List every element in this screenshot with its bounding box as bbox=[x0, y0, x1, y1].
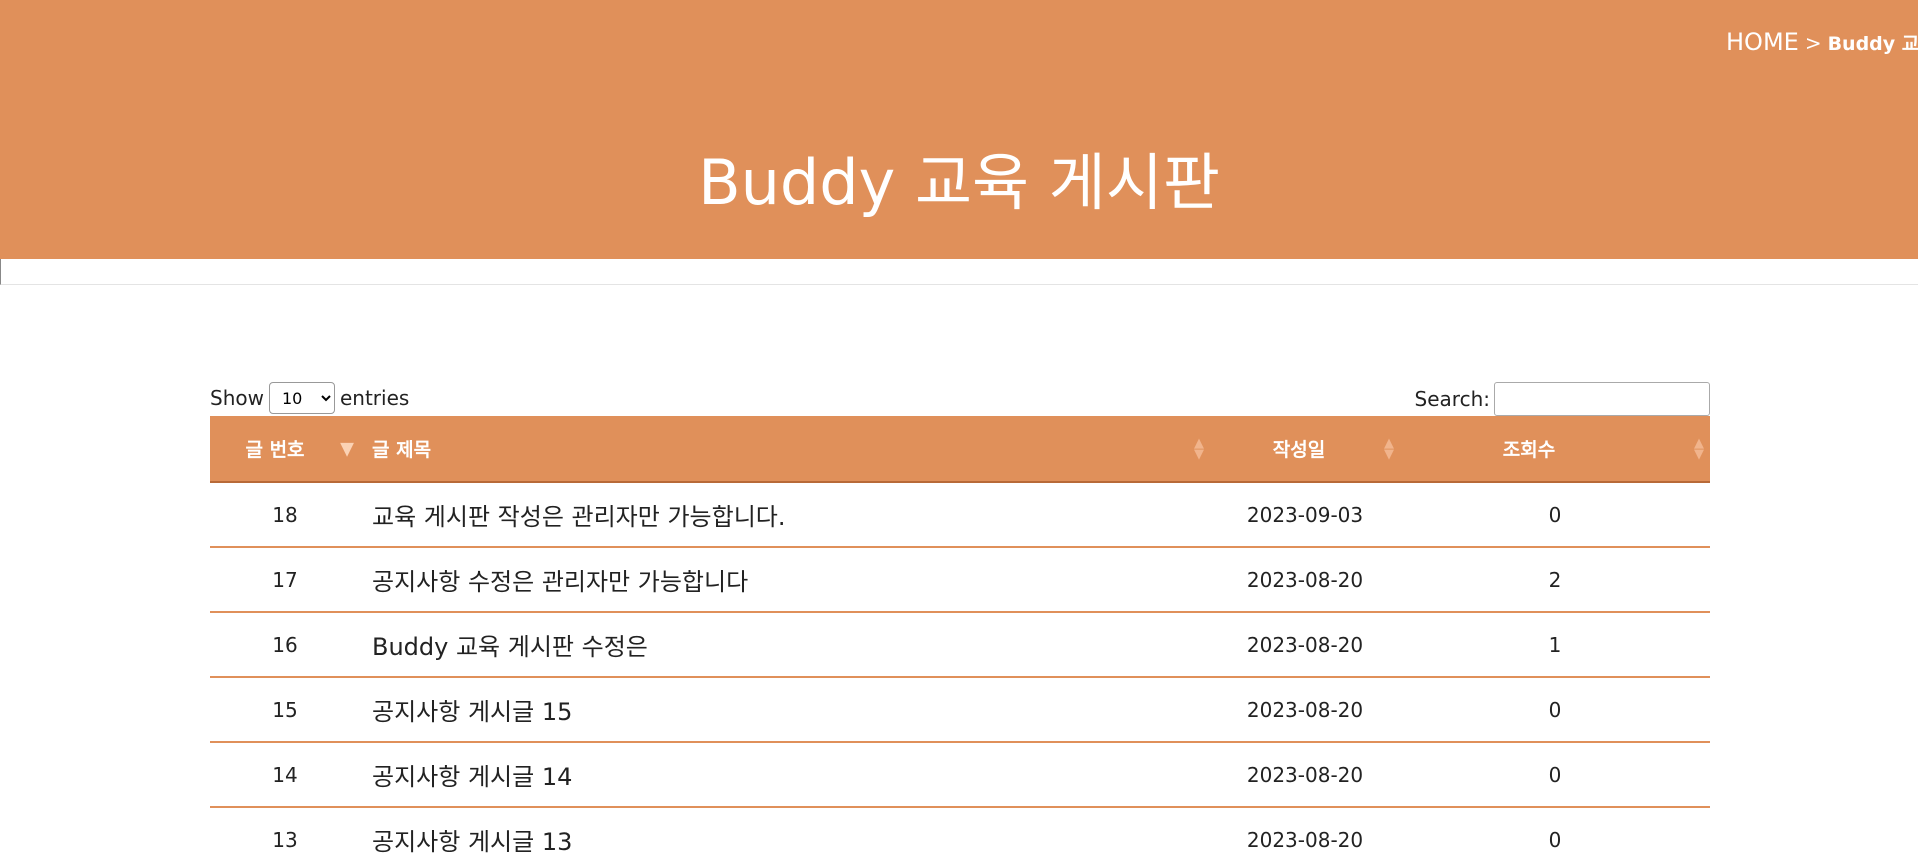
post-views-cell: 0 bbox=[1548, 827, 1562, 852]
table-row[interactable]: 18 교육 게시판 작성은 관리자만 가능합니다. 2023-09-03 0 bbox=[210, 482, 1710, 547]
table-header-row: 글 번호 ▼ 글 제목 ▲ ▼ 작성일 ▲ ▼ 조회수 ▲ ▼ bbox=[210, 416, 1710, 483]
breadcrumb: HOME > Buddy 교육 게시판 bbox=[1726, 28, 1918, 56]
post-title-link[interactable]: 교육 게시판 작성은 관리자만 가능합니다. bbox=[372, 503, 786, 531]
entries-length-control: Show 10 entries bbox=[210, 382, 409, 414]
post-number-cell: 15 bbox=[272, 697, 298, 722]
table-row[interactable]: 14 공지사항 게시글 14 2023-08-20 0 bbox=[210, 742, 1710, 807]
post-date-cell: 2023-08-20 bbox=[1246, 827, 1364, 852]
post-title-link[interactable]: Buddy 교육 게시판 수정은 bbox=[372, 633, 648, 661]
search-input[interactable] bbox=[1494, 382, 1710, 416]
post-number-cell: 17 bbox=[272, 567, 298, 592]
post-title-link[interactable]: 공지사항 게시글 15 bbox=[372, 698, 573, 726]
breadcrumb-home-link[interactable]: HOME bbox=[1726, 28, 1799, 56]
entries-select[interactable]: 10 bbox=[268, 382, 335, 414]
post-title-link[interactable]: 공지사항 게시글 13 bbox=[372, 828, 573, 856]
post-date-cell: 2023-08-20 bbox=[1246, 697, 1364, 722]
search-label: Search: bbox=[1414, 387, 1490, 411]
sort-desc-icon: ▼ bbox=[340, 438, 354, 459]
post-title-link[interactable]: 공지사항 수정은 관리자만 가능합니다 bbox=[372, 568, 749, 596]
table-controls: Show 10 entries Search: bbox=[210, 380, 1710, 416]
post-number-cell: 18 bbox=[272, 502, 298, 527]
column-header-label: 글 제목 bbox=[372, 439, 432, 461]
post-number-cell: 13 bbox=[272, 827, 298, 852]
post-views-cell: 0 bbox=[1548, 697, 1562, 722]
search-control: Search: bbox=[1415, 382, 1710, 416]
post-views-cell: 1 bbox=[1548, 632, 1562, 657]
show-label: Show bbox=[210, 386, 264, 410]
board-table: 글 번호 ▼ 글 제목 ▲ ▼ 작성일 ▲ ▼ 조회수 ▲ ▼ 18 bbox=[210, 416, 1710, 860]
post-views-cell: 0 bbox=[1548, 502, 1562, 527]
page-title: Buddy 교육 게시판 bbox=[698, 146, 1220, 219]
breadcrumb-current: Buddy 교육 게시판 bbox=[1827, 33, 1918, 55]
header-divider bbox=[0, 259, 1918, 285]
board-table-wrapper: Show 10 entries Search: 글 번호 ▼ 글 제목 ▲ ▼ bbox=[210, 380, 1710, 860]
table-row[interactable]: 15 공지사항 게시글 15 2023-08-20 0 bbox=[210, 677, 1710, 742]
entries-label: entries bbox=[339, 386, 410, 410]
sort-both-icon: ▲ ▼ bbox=[1194, 435, 1204, 462]
post-date-cell: 2023-08-20 bbox=[1246, 567, 1364, 592]
post-title-link[interactable]: 공지사항 게시글 14 bbox=[372, 763, 573, 791]
table-row[interactable]: 13 공지사항 게시글 13 2023-08-20 0 bbox=[210, 807, 1710, 860]
sort-both-icon: ▲ ▼ bbox=[1694, 435, 1704, 462]
post-views-cell: 0 bbox=[1548, 762, 1562, 787]
table-row[interactable]: 17 공지사항 수정은 관리자만 가능합니다 2023-08-20 2 bbox=[210, 547, 1710, 612]
column-header-label: 조회수 bbox=[1502, 439, 1556, 461]
post-number-cell: 16 bbox=[272, 632, 298, 657]
column-header-number[interactable]: 글 번호 ▼ bbox=[210, 416, 360, 483]
column-header-label: 작성일 bbox=[1272, 439, 1326, 461]
page-header: HOME > Buddy 교육 게시판 Buddy 교육 게시판 bbox=[0, 0, 1918, 259]
column-header-views[interactable]: 조회수 ▲ ▼ bbox=[1400, 416, 1710, 483]
column-header-label: 글 번호 bbox=[245, 439, 305, 461]
post-date-cell: 2023-09-03 bbox=[1246, 502, 1364, 527]
column-header-title[interactable]: 글 제목 ▲ ▼ bbox=[360, 416, 1210, 483]
post-views-cell: 2 bbox=[1548, 567, 1562, 592]
post-date-cell: 2023-08-20 bbox=[1246, 632, 1364, 657]
post-date-cell: 2023-08-20 bbox=[1246, 762, 1364, 787]
breadcrumb-separator: > bbox=[1804, 31, 1822, 55]
table-row[interactable]: 16 Buddy 교육 게시판 수정은 2023-08-20 1 bbox=[210, 612, 1710, 677]
post-number-cell: 14 bbox=[272, 762, 298, 787]
column-header-date[interactable]: 작성일 ▲ ▼ bbox=[1210, 416, 1400, 483]
sort-both-icon: ▲ ▼ bbox=[1384, 435, 1394, 462]
